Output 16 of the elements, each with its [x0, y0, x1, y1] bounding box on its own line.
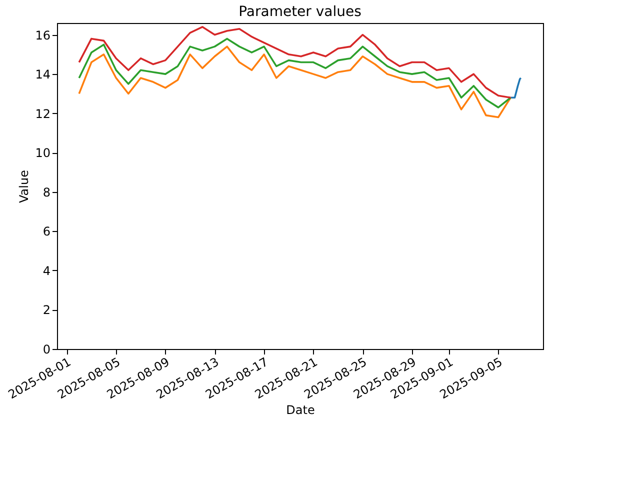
y-axis-title: Value [17, 170, 32, 203]
x-axis-title: Date [286, 402, 315, 417]
y-tick-label: 0 [42, 342, 50, 356]
y-tick-label: 16 [35, 28, 50, 42]
chart-title: Parameter values [238, 4, 362, 20]
y-tick-label: 10 [35, 146, 50, 160]
y-tick-label: 2 [42, 303, 50, 318]
y-tick-label: 12 [35, 106, 50, 121]
line-series [78, 46, 512, 118]
line-series [78, 26, 512, 99]
line-series [510, 77, 522, 99]
line-series [78, 38, 512, 108]
y-tick-label: 6 [42, 224, 50, 239]
y-tick-label: 8 [42, 185, 50, 200]
y-tick-label: 4 [42, 264, 50, 278]
y-tick-label: 14 [35, 68, 50, 82]
